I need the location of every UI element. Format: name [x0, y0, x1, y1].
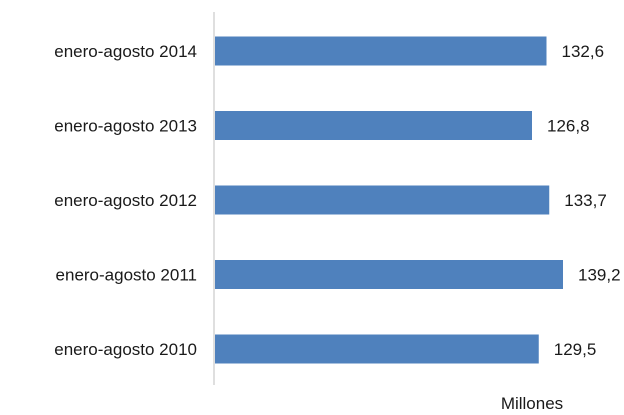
bar-5 [215, 334, 539, 364]
category-label-5: enero-agosto 2010 [54, 340, 197, 359]
value-label-4: 139,2 [578, 266, 621, 285]
category-label-4: enero-agosto 2011 [56, 266, 197, 285]
bar-4 [215, 260, 563, 289]
value-label-2: 126,8 [547, 117, 590, 136]
x-axis-unit-label: Millones [501, 394, 563, 413]
category-label-1: enero-agosto 2014 [54, 42, 197, 61]
category-label-2: enero-agosto 2013 [54, 117, 197, 136]
value-label-3: 133,7 [564, 191, 607, 210]
category-label-3: enero-agosto 2012 [54, 191, 197, 210]
value-label-1: 132,6 [562, 42, 605, 61]
value-label-5: 129,5 [554, 340, 597, 359]
bar-1 [215, 36, 547, 66]
bars-layer: enero-agosto 2014 132,6 enero-agosto 2013 1… [54, 36, 621, 364]
bar-2 [215, 111, 532, 140]
bar-3 [215, 185, 550, 215]
